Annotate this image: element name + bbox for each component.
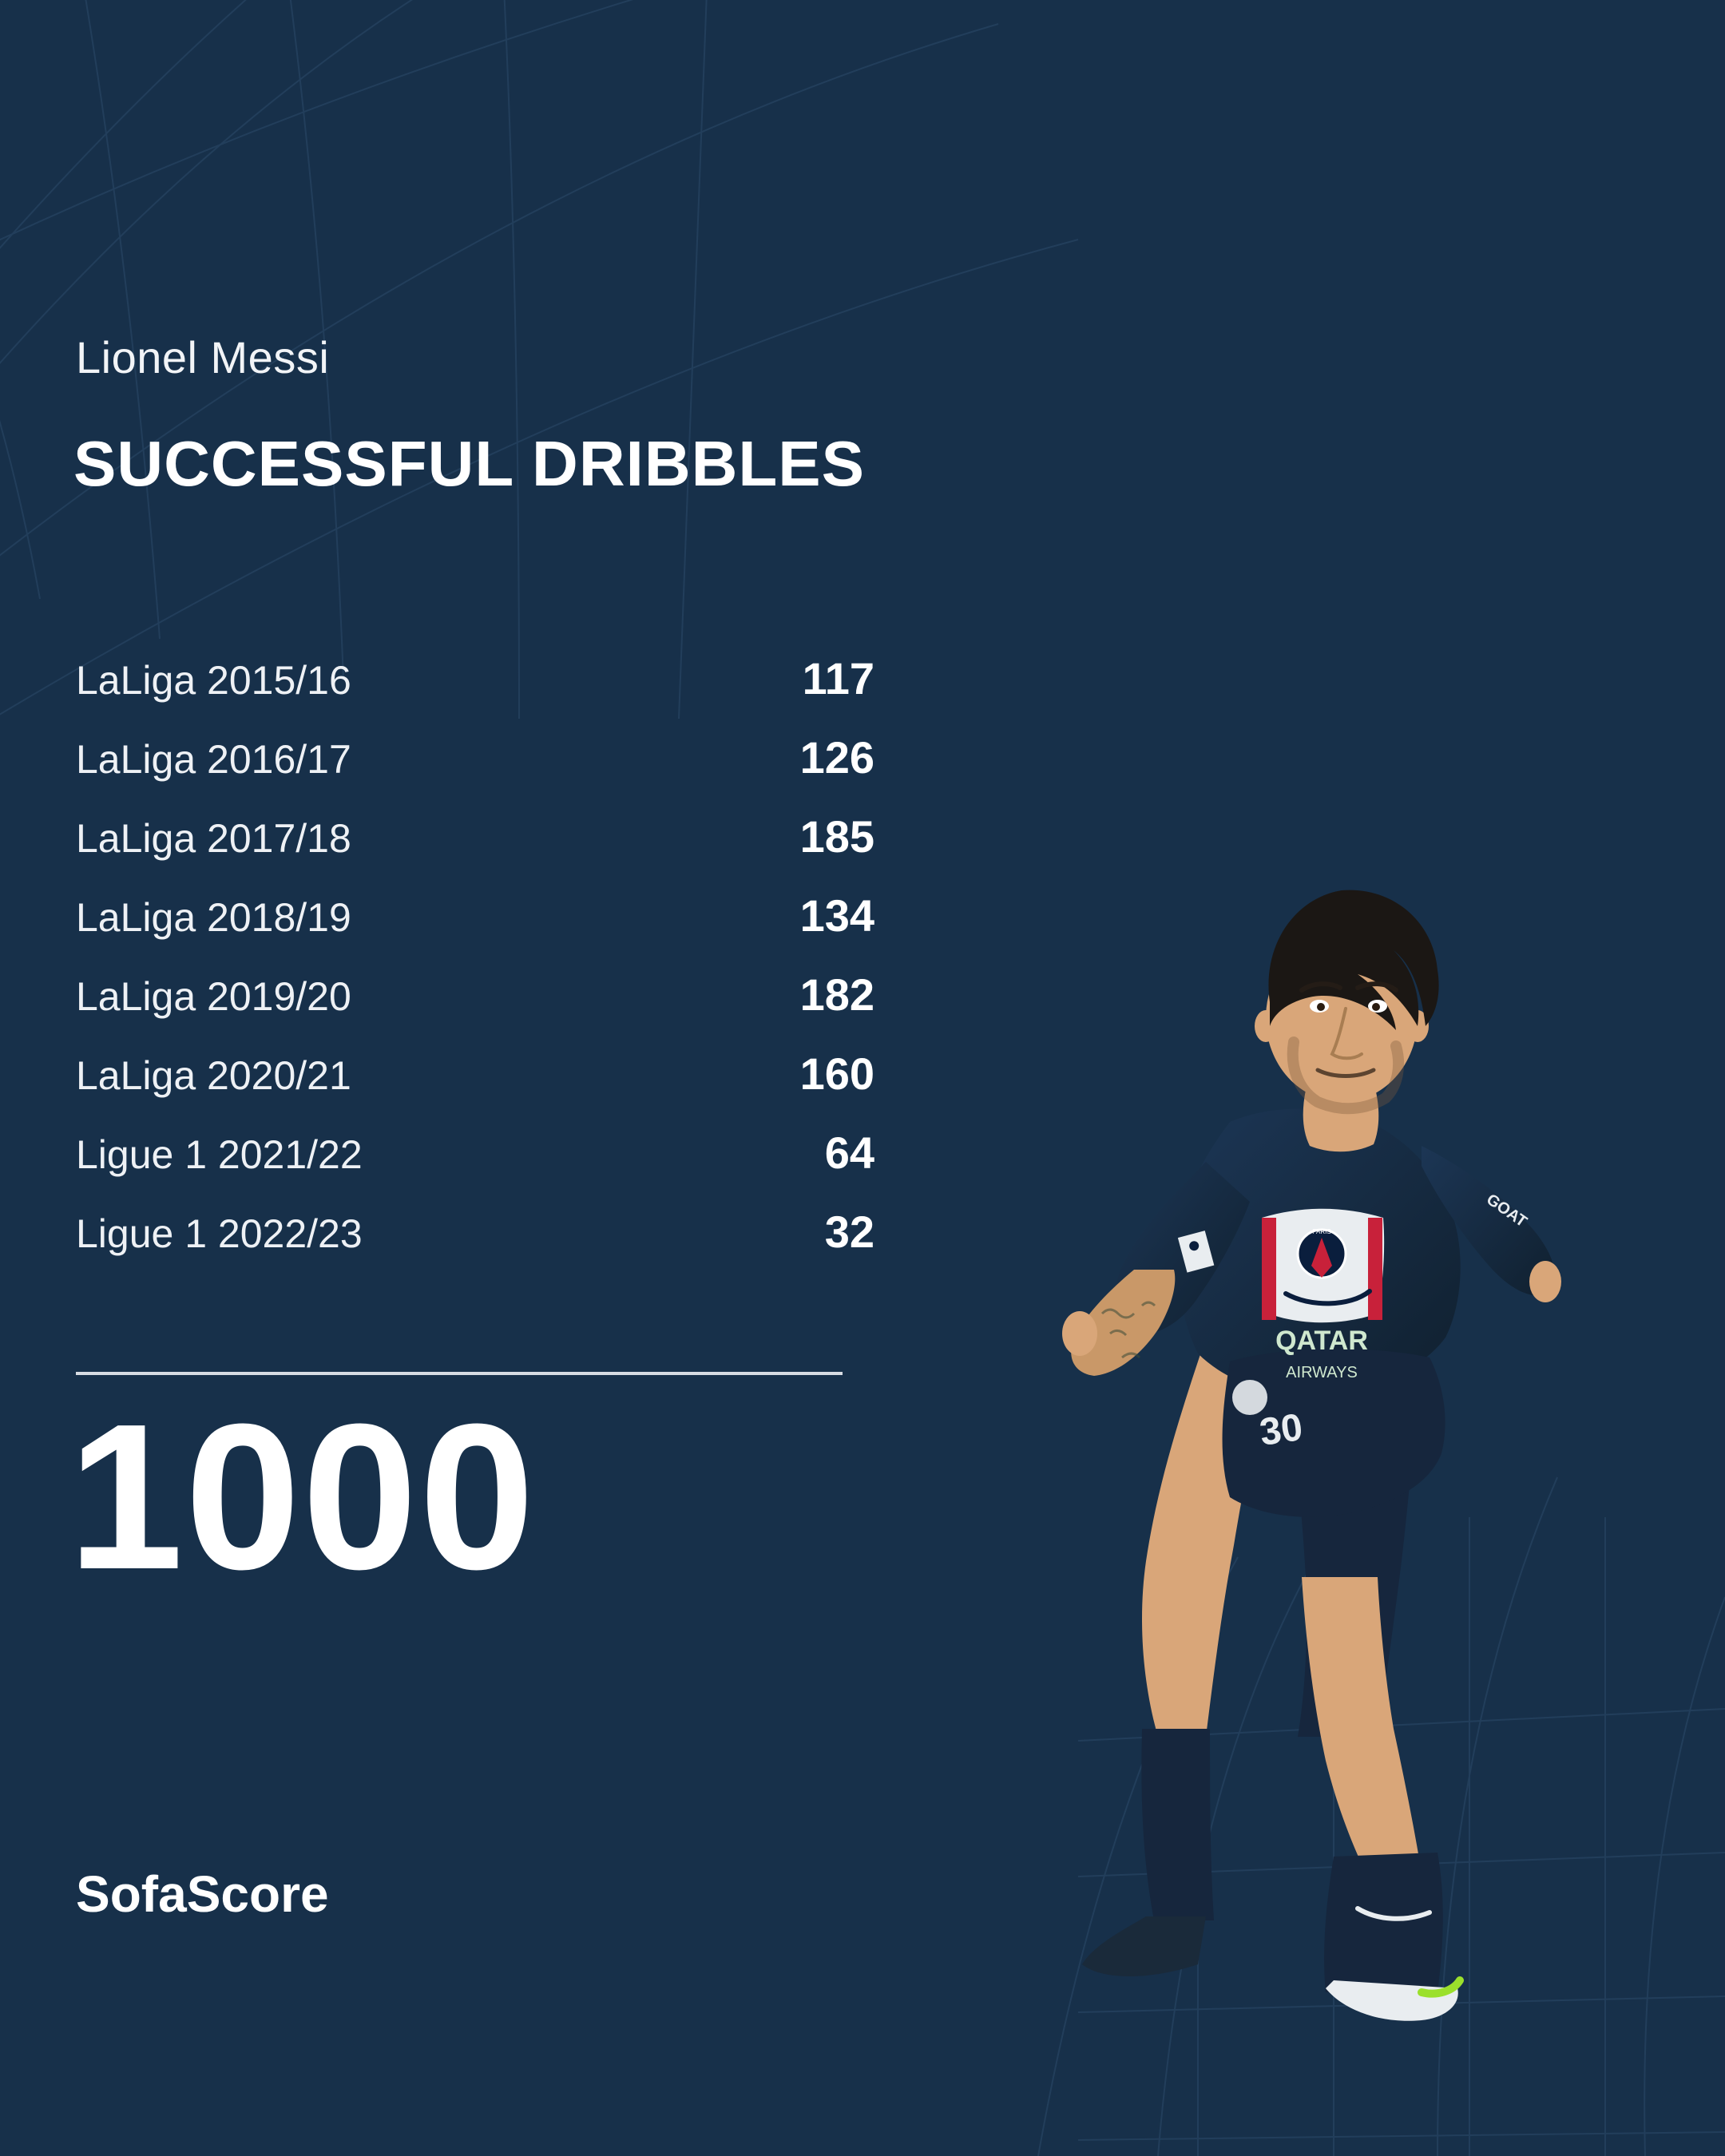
player-subtitle: Lionel Messi: [76, 331, 329, 383]
row-label-3: LaLiga 2018/19: [76, 894, 351, 941]
row-label-1: LaLiga 2016/17: [76, 736, 351, 783]
player-image: 30 GOAT: [942, 675, 1661, 2072]
row-label-7: Ligue 1 2022/23: [76, 1211, 363, 1257]
row-value-7: 32: [755, 1206, 874, 1258]
table-row: LaLiga 2020/21 160: [76, 1034, 874, 1113]
row-value-1: 126: [755, 731, 874, 783]
row-value-0: 117: [755, 652, 874, 704]
row-label-4: LaLiga 2019/20: [76, 973, 351, 1020]
table-row: LaLiga 2016/17 126: [76, 718, 874, 797]
row-label-5: LaLiga 2020/21: [76, 1052, 351, 1099]
row-value-5: 160: [755, 1048, 874, 1100]
total-dribbles-number: 1000: [68, 1393, 536, 1601]
main-title: SUCCESSFUL DRIBBLES: [73, 427, 865, 501]
table-row: Ligue 1 2021/22 64: [76, 1113, 874, 1192]
svg-text:QATAR: QATAR: [1275, 1326, 1368, 1356]
row-value-3: 134: [755, 890, 874, 941]
table-row: LaLiga 2017/18 185: [76, 797, 874, 876]
dribbles-table: LaLiga 2015/16 117 LaLiga 2016/17 126 La…: [76, 639, 874, 1271]
table-row: LaLiga 2018/19 134: [76, 876, 874, 955]
sofascore-logo: SofaScore: [76, 1865, 329, 1924]
row-value-2: 185: [755, 810, 874, 862]
row-label-6: Ligue 1 2021/22: [76, 1132, 363, 1178]
table-row: LaLiga 2015/16 117: [76, 639, 874, 718]
row-label-0: LaLiga 2015/16: [76, 657, 351, 703]
svg-text:PARIS: PARIS: [1312, 1228, 1330, 1235]
row-value-4: 182: [755, 969, 874, 1021]
table-row: Ligue 1 2022/23 32: [76, 1192, 874, 1271]
row-value-6: 64: [755, 1127, 874, 1179]
svg-text:AIRWAYS: AIRWAYS: [1286, 1364, 1358, 1381]
divider-line: [76, 1372, 843, 1375]
dribbles-infographic: Lionel Messi SUCCESSFUL DRIBBLES LaLiga …: [0, 0, 1725, 2156]
row-label-2: LaLiga 2017/18: [76, 815, 351, 862]
table-row: LaLiga 2019/20 182: [76, 955, 874, 1034]
svg-text:30: 30: [1257, 1406, 1305, 1454]
